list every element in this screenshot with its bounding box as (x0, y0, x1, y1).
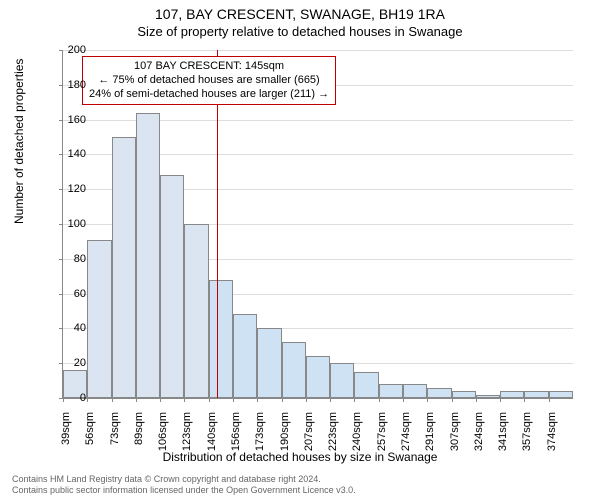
histogram-bar (354, 372, 378, 398)
y-tick-label: 0 (56, 392, 86, 404)
histogram-bar (87, 240, 111, 398)
x-tick-mark (452, 398, 453, 402)
x-tick-label: 173sqm (254, 412, 266, 462)
x-tick-label: 207sqm (303, 412, 315, 462)
x-tick-label: 307sqm (449, 412, 461, 462)
histogram-bar (184, 224, 208, 398)
x-tick-label: 190sqm (279, 412, 291, 462)
x-tick-label: 357sqm (521, 412, 533, 462)
x-tick-label: 341sqm (497, 412, 509, 462)
chart-title: 107, BAY CRESCENT, SWANAGE, BH19 1RA (0, 0, 600, 22)
chart-container: 107, BAY CRESCENT, SWANAGE, BH19 1RA Siz… (0, 0, 600, 500)
histogram-bar (549, 391, 573, 398)
x-tick-mark (379, 398, 380, 402)
x-tick-mark (354, 398, 355, 402)
y-tick-label: 80 (56, 253, 86, 265)
y-tick-label: 60 (56, 288, 86, 300)
gridline (63, 50, 573, 51)
footer-attribution: Contains HM Land Registry data © Crown c… (12, 474, 356, 496)
x-tick-mark (500, 398, 501, 402)
x-tick-mark (87, 398, 88, 402)
x-tick-mark (427, 398, 428, 402)
y-tick-label: 160 (56, 114, 86, 126)
histogram-bar (282, 342, 306, 398)
y-tick-label: 180 (56, 79, 86, 91)
x-tick-mark (330, 398, 331, 402)
histogram-bar (452, 391, 476, 398)
x-tick-mark (282, 398, 283, 402)
annotation-line-1: 107 BAY CRESCENT: 145sqm (89, 60, 329, 74)
histogram-bar (500, 391, 524, 398)
x-tick-label: 324sqm (473, 412, 485, 462)
x-tick-label: 374sqm (546, 412, 558, 462)
histogram-bar (330, 363, 354, 398)
histogram-bar (160, 175, 184, 398)
y-tick-label: 120 (56, 183, 86, 195)
x-tick-label: 123sqm (181, 412, 193, 462)
x-tick-mark (524, 398, 525, 402)
x-tick-label: 39sqm (60, 412, 72, 462)
histogram-bar (306, 356, 330, 398)
y-axis-label: Number of detached properties (12, 59, 26, 224)
histogram-bar (136, 113, 160, 398)
x-tick-mark (257, 398, 258, 402)
footer-line-2: Contains public sector information licen… (12, 485, 356, 496)
x-tick-mark (209, 398, 210, 402)
y-tick-label: 20 (56, 357, 86, 369)
x-tick-label: 240sqm (351, 412, 363, 462)
x-tick-label: 73sqm (109, 412, 121, 462)
histogram-bar (233, 314, 257, 398)
x-tick-mark (476, 398, 477, 402)
histogram-bar (257, 328, 281, 398)
annotation-line-3: 24% of semi-detached houses are larger (… (89, 88, 329, 102)
chart-subtitle: Size of property relative to detached ho… (0, 22, 600, 39)
histogram-bar (427, 388, 451, 398)
x-tick-label: 140sqm (206, 412, 218, 462)
x-tick-mark (160, 398, 161, 402)
x-tick-mark (403, 398, 404, 402)
histogram-bar (112, 137, 136, 398)
x-tick-mark (136, 398, 137, 402)
histogram-bar (524, 391, 548, 398)
y-tick-label: 40 (56, 322, 86, 334)
x-tick-label: 56sqm (84, 412, 96, 462)
x-tick-mark (184, 398, 185, 402)
y-tick-label: 100 (56, 218, 86, 230)
x-tick-label: 257sqm (376, 412, 388, 462)
footer-line-1: Contains HM Land Registry data © Crown c… (12, 474, 356, 485)
x-tick-label: 106sqm (157, 412, 169, 462)
histogram-bar (476, 395, 500, 398)
x-tick-mark (549, 398, 550, 402)
x-tick-mark (233, 398, 234, 402)
x-tick-mark (306, 398, 307, 402)
x-tick-mark (112, 398, 113, 402)
histogram-bar (379, 384, 403, 398)
y-tick-label: 140 (56, 148, 86, 160)
x-tick-label: 291sqm (424, 412, 436, 462)
annotation-box: 107 BAY CRESCENT: 145sqm ← 75% of detach… (82, 56, 336, 105)
x-tick-label: 89sqm (133, 412, 145, 462)
x-tick-label: 274sqm (400, 412, 412, 462)
x-tick-label: 156sqm (230, 412, 242, 462)
histogram-bar (209, 280, 233, 398)
x-tick-label: 223sqm (327, 412, 339, 462)
histogram-bar (403, 384, 427, 398)
y-tick-label: 200 (56, 44, 86, 56)
annotation-line-2: ← 75% of detached houses are smaller (66… (89, 74, 329, 88)
